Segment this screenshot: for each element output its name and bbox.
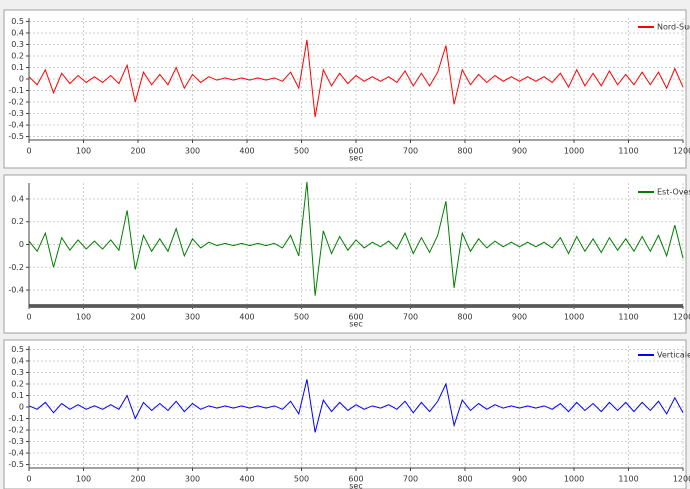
waveform [28, 39, 684, 118]
y-tick-label: -0.1 [8, 414, 24, 423]
x-tick-label: 400 [239, 147, 254, 156]
x-tick-label: 500 [294, 147, 309, 156]
y-tick-label: -0.3 [8, 437, 24, 446]
x-tick-label: 700 [403, 475, 418, 484]
x-tick-label: 1200 [673, 475, 690, 484]
x-tick-label: 1200 [673, 313, 690, 322]
x-tick-label: 200 [130, 147, 145, 156]
x-tick-label: 600 [348, 313, 363, 322]
y-tick-label: 0 [19, 403, 24, 412]
x-tick-label: 0 [26, 475, 31, 484]
y-tick-label: 0 [19, 240, 24, 249]
x-axis-label: sec [349, 482, 363, 489]
y-tick-label: 0.1 [11, 63, 24, 72]
x-tick-label: 1000 [564, 475, 584, 484]
x-tick-label: 900 [512, 313, 527, 322]
x-tick-label: 700 [403, 147, 418, 156]
x-tick-label: 200 [130, 313, 145, 322]
x-tick-label: 500 [294, 475, 309, 484]
legend-label: Nord-Sud [657, 23, 690, 32]
y-tick-label: -0.1 [8, 86, 24, 95]
x-tick-label: 800 [457, 313, 472, 322]
x-tick-label: 900 [512, 475, 527, 484]
x-tick-label: 100 [76, 313, 91, 322]
y-tick-label: 0.2 [11, 51, 24, 60]
y-tick-label: -0.4 [8, 286, 24, 295]
x-tick-label: 800 [457, 147, 472, 156]
x-tick-label: 600 [348, 475, 363, 484]
x-tick-label: 500 [294, 313, 309, 322]
x-tick-label: 100 [76, 475, 91, 484]
y-tick-label: -0.4 [8, 121, 24, 130]
y-tick-label: -0.2 [8, 263, 24, 272]
x-tick-label: 300 [185, 147, 200, 156]
y-tick-label: 0.5 [11, 17, 24, 26]
x-tick-label: 800 [457, 475, 472, 484]
x-tick-label: 1000 [564, 147, 584, 156]
x-tick-label: 300 [185, 313, 200, 322]
x-tick-label: 100 [76, 147, 91, 156]
y-tick-label: 0.4 [11, 356, 24, 365]
panel [3, 339, 687, 489]
y-tick-label: 0.4 [11, 28, 24, 37]
x-tick-label: 0 [26, 313, 31, 322]
x-axis-label: sec [349, 320, 363, 329]
y-tick-label: -0.5 [8, 460, 24, 469]
legend-label: Est-Ovest [657, 188, 690, 197]
x-tick-label: 200 [130, 475, 145, 484]
y-tick-label: 0.5 [11, 345, 24, 354]
x-tick-label: 900 [512, 147, 527, 156]
x-tick-label: 1100 [618, 475, 638, 484]
y-tick-label: 0.2 [11, 217, 24, 226]
y-tick-label: 0.3 [11, 368, 24, 377]
waveform [28, 379, 684, 433]
x-tick-label: 300 [185, 475, 200, 484]
y-tick-label: 0.1 [11, 391, 24, 400]
x-tick-label: 600 [348, 147, 363, 156]
x-tick-label: 1200 [673, 147, 690, 156]
x-tick-label: 0 [26, 147, 31, 156]
x-tick-label: 1100 [618, 313, 638, 322]
x-tick-label: 400 [239, 475, 254, 484]
x-tick-label: 700 [403, 313, 418, 322]
y-tick-label: 0.2 [11, 379, 24, 388]
x-tick-label: 1000 [564, 313, 584, 322]
y-tick-label: -0.3 [8, 109, 24, 118]
y-tick-label: -0.4 [8, 449, 24, 458]
legend-label: Verticale [657, 351, 690, 360]
panel [3, 9, 687, 169]
waveform [28, 181, 684, 296]
y-tick-label: 0 [19, 75, 24, 84]
x-tick-label: 1100 [618, 147, 638, 156]
y-tick-label: 0.4 [11, 194, 24, 203]
y-tick-label: -0.2 [8, 426, 24, 435]
x-axis-label: sec [349, 154, 363, 163]
y-tick-label: 0.3 [11, 40, 24, 49]
x-tick-label: 400 [239, 313, 254, 322]
y-tick-label: -0.5 [8, 132, 24, 141]
y-tick-label: -0.2 [8, 98, 24, 107]
